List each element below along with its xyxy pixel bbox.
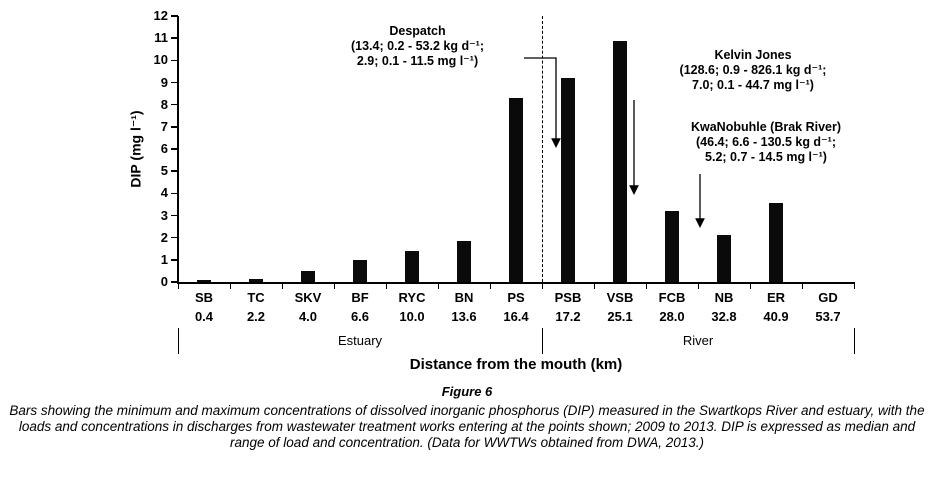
estuary-river-divider — [541, 16, 543, 282]
y-tick — [171, 37, 178, 39]
distance-label: 40.9 — [763, 309, 789, 324]
category-tick — [749, 284, 751, 289]
distance-label: 13.6 — [451, 309, 477, 324]
y-tick-label: 1 — [160, 251, 168, 267]
figure-number: Figure 6 — [441, 384, 493, 399]
x-axis-line — [177, 282, 855, 284]
category-tick — [385, 284, 387, 289]
caption-text: Bars showing the minimum and maximum con… — [9, 403, 925, 450]
y-tick-label: 11 — [154, 30, 168, 46]
station-label: ER — [766, 290, 786, 305]
category-tick — [281, 284, 283, 289]
bar-ER — [769, 203, 783, 282]
group-tick — [541, 328, 543, 354]
figure-caption: Figure 6 Bars showing the minimum and ma… — [0, 384, 934, 451]
y-tick-label: 9 — [160, 74, 168, 90]
bar-SKV — [301, 270, 315, 282]
y-tick-label: 6 — [160, 141, 168, 156]
category-tick — [333, 284, 335, 289]
distance-label: 6.6 — [350, 309, 370, 324]
category-tick — [541, 284, 543, 289]
annotation-despatch: Despatch (13.4; 0.2 - 53.2 kg d⁻¹; 2.9; … — [350, 24, 485, 68]
distance-label: 17.2 — [555, 309, 581, 324]
y-tick — [171, 148, 178, 150]
distance-label: 10.0 — [399, 309, 425, 324]
category-tick — [229, 284, 231, 289]
station-label: SB — [194, 290, 214, 305]
distance-label: 2.2 — [246, 309, 266, 324]
station-label: PS — [507, 290, 525, 305]
station-label: VSB — [606, 290, 634, 305]
y-tick — [171, 236, 178, 239]
group-tick — [853, 328, 855, 354]
y-tick-label: 7 — [160, 118, 168, 134]
bar-PS — [509, 98, 523, 282]
station-label: SKV — [294, 290, 322, 305]
annotation-kwanobuhle: KwaNobuhle (Brak River) (46.4; 6.6 - 130… — [690, 120, 842, 164]
y-tick — [171, 15, 178, 17]
y-tick-label: 8 — [160, 96, 168, 112]
station-label: GD — [818, 290, 838, 305]
group-tick — [177, 328, 179, 354]
y-tick-label: 3 — [160, 207, 168, 223]
category-tick — [489, 284, 491, 289]
bar-BN — [457, 240, 471, 282]
category-tick — [853, 284, 855, 289]
station-label: FCB — [658, 290, 686, 305]
station-label: BN — [454, 290, 474, 305]
category-tick — [645, 284, 647, 289]
bar-FCB — [665, 211, 679, 282]
y-axis-title: DIP (mg l⁻¹) — [127, 110, 144, 188]
y-tick — [171, 81, 178, 84]
bar-PSB — [561, 78, 575, 282]
y-tick-label: 12 — [153, 8, 168, 23]
y-axis-line — [177, 16, 179, 283]
distance-label: 28.0 — [659, 309, 685, 324]
bar-NB — [717, 235, 731, 282]
group-label-estuary: Estuary — [337, 333, 383, 348]
distance-label: 4.0 — [298, 309, 318, 324]
distance-label: 53.7 — [815, 309, 841, 324]
distance-label: 16.4 — [503, 309, 529, 324]
y-tick — [171, 59, 178, 62]
y-tick — [171, 126, 178, 128]
y-tick-label: 4 — [160, 185, 168, 201]
y-tick-label: 10 — [153, 52, 168, 68]
station-label: TC — [247, 290, 265, 305]
station-label: BF — [351, 290, 369, 305]
category-tick — [697, 284, 699, 289]
bar-RYC — [405, 250, 419, 282]
category-tick — [437, 284, 439, 289]
y-tick-label: 0 — [160, 274, 168, 289]
despatch-arrow — [524, 57, 561, 148]
distance-label: 0.4 — [194, 309, 214, 324]
y-tick — [171, 214, 178, 217]
category-tick — [177, 284, 179, 289]
x-axis-title: Distance from the mouth (km) — [409, 356, 623, 373]
bar-SB — [197, 279, 211, 282]
y-tick-label: 5 — [160, 163, 168, 179]
station-label: NB — [714, 290, 734, 305]
bar-BF — [353, 259, 367, 282]
bar-VSB — [613, 41, 627, 282]
y-tick-label: 2 — [160, 229, 168, 245]
category-tick — [801, 284, 803, 289]
annotation-kelvin-jones: Kelvin Jones (128.6; 0.9 - 826.1 kg d⁻¹;… — [679, 48, 827, 92]
bar-TC — [249, 278, 263, 282]
y-tick — [171, 281, 178, 283]
y-tick — [171, 170, 178, 172]
y-tick — [171, 259, 178, 261]
station-label: PSB — [554, 290, 582, 305]
station-label: RYC — [398, 290, 426, 305]
group-label-river: River — [682, 333, 714, 348]
y-tick — [171, 192, 178, 195]
distance-label: 25.1 — [607, 309, 633, 324]
category-tick — [593, 284, 595, 289]
distance-label: 32.8 — [711, 309, 737, 324]
y-tick — [171, 103, 178, 106]
